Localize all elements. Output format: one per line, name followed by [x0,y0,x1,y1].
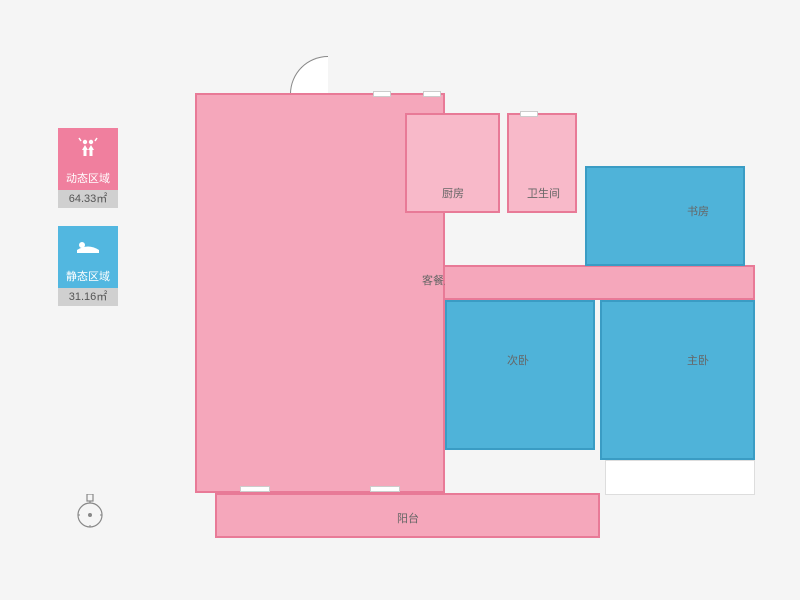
exterior-ledge [605,460,755,495]
window-mark [520,111,538,117]
window-mark [373,91,391,97]
room-label-study: 书房 [687,203,709,219]
legend-static: 静态区域 31.16㎡ [58,226,118,306]
room-bedroom2: 次卧 [445,300,595,450]
people-icon [76,136,100,160]
floorplan: 客餐厅 厨房 卫生间 书房 次卧 主卧 阳台 [195,58,755,538]
room-balcony: 阳台 [215,493,600,538]
room-study: 书房 [585,166,745,266]
legend-dynamic-label: 动态区域 [58,168,118,190]
room-bathroom: 卫生间 [507,113,577,213]
room-kitchen: 厨房 [405,113,500,213]
room-label-bedroom2: 次卧 [507,352,529,368]
legend-static-label: 静态区域 [58,266,118,288]
room-label-kitchen: 厨房 [442,185,464,201]
legend-dynamic-value: 64.33㎡ [58,190,118,208]
room-master: 主卧 [600,300,755,460]
legend-static-icon [58,226,118,266]
window-mark [240,486,270,492]
window-mark [370,486,400,492]
door-arc [290,56,328,94]
room-corridor [445,265,755,300]
room-label-master: 主卧 [687,352,709,368]
room-label-balcony: 阳台 [397,510,419,526]
legend-static-value: 31.16㎡ [58,288,118,306]
sleep-icon [75,237,101,255]
room-label-bath: 卫生间 [527,185,560,201]
legend-dynamic: 动态区域 64.33㎡ [58,128,118,208]
legend-dynamic-icon [58,128,118,168]
compass-icon [75,494,105,524]
legend: 动态区域 64.33㎡ 静态区域 31.16㎡ [58,128,118,324]
window-mark [423,91,441,97]
